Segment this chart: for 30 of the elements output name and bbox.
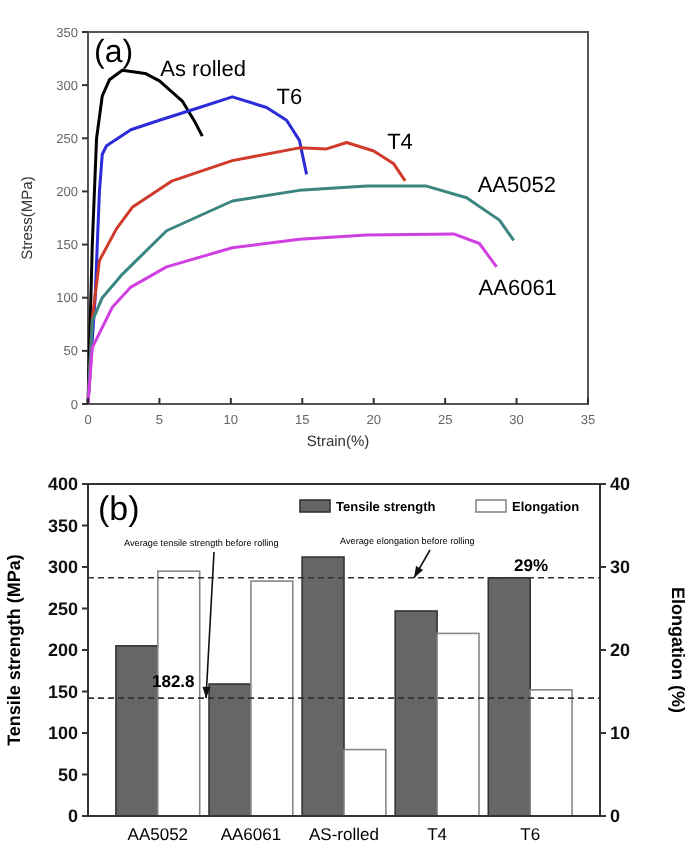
series-label: AA6061 xyxy=(478,276,557,301)
annotation: (b) xyxy=(98,490,140,528)
y2-tick-label: 10 xyxy=(610,723,631,744)
x-tick-label: AA5052 xyxy=(127,824,189,844)
annotation: (a) xyxy=(94,36,134,70)
y2-axis-title: Elongation (%) xyxy=(668,587,688,713)
series-label: T4 xyxy=(387,130,413,155)
y-tick-label: 350 xyxy=(47,515,78,536)
x-tick-label: AA6061 xyxy=(220,824,282,844)
x-tick-label: T4 xyxy=(427,824,448,844)
annotation: 29% xyxy=(514,555,549,576)
series-label: AA5052 xyxy=(477,174,557,199)
y-tick-label: 400 xyxy=(47,474,78,495)
y-tick-label: 150 xyxy=(47,681,78,702)
y-tick-label: 50 xyxy=(57,764,78,785)
y-tick-label: 100 xyxy=(47,723,78,744)
y2-tick-label: 0 xyxy=(610,806,621,827)
y-axis-title: Tensile strength (MPa) xyxy=(4,554,24,746)
y2-tick-label: 30 xyxy=(610,557,631,578)
y-tick-label: 0 xyxy=(67,806,78,827)
y-tick-label: 250 xyxy=(47,598,78,619)
y-tick-label: 200 xyxy=(47,640,78,661)
bar xyxy=(343,748,387,817)
series-label: As rolled xyxy=(160,57,246,82)
series-label: T6 xyxy=(276,86,303,111)
y2-tick-label: 40 xyxy=(610,474,631,495)
y2-tick-label: 20 xyxy=(610,640,631,661)
x-tick-label: AS-rolled xyxy=(309,824,380,844)
x-tick-label: T6 xyxy=(520,824,541,844)
y-tick-label: 300 xyxy=(47,557,78,578)
